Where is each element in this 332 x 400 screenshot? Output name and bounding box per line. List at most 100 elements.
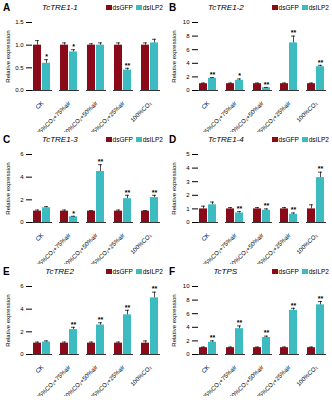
html-text:dsGFP: dsGFP — [278, 3, 299, 11]
svg-text:0: 0 — [186, 351, 190, 357]
svg-text:5: 5 — [186, 151, 190, 157]
svg-text:6: 6 — [20, 151, 24, 157]
svg-text:100%CO₂: 100%CO₂ — [129, 100, 153, 124]
html-text:dsILP2: dsILP2 — [142, 267, 163, 275]
svg-text:Relative expression: Relative expression — [171, 162, 177, 214]
svg-text:Relative expression: Relative expression — [5, 30, 11, 82]
svg-text:0.5: 0.5 — [15, 65, 24, 71]
svg-text:**: ** — [152, 285, 158, 292]
svg-text:CK: CK — [200, 232, 210, 242]
html-text:dsGFP: dsGFP — [112, 267, 133, 275]
svg-text:Relative expression: Relative expression — [171, 294, 177, 346]
svg-text:CK: CK — [200, 100, 210, 110]
svg-text:**: ** — [291, 29, 297, 36]
svg-text:**: ** — [71, 321, 77, 328]
svg-text:100%CO₂: 100%CO₂ — [129, 232, 153, 256]
svg-text:CK: CK — [200, 364, 210, 374]
svg-text:2: 2 — [186, 74, 190, 80]
html-text:TcTPS: TcTPS — [213, 266, 238, 276]
html-text:TcTRE2: TcTRE2 — [45, 266, 74, 276]
svg-text:Relative expression: Relative expression — [171, 30, 177, 82]
svg-text:75%CO₂+25%air: 75%CO₂+25%air — [89, 364, 125, 396]
svg-text:*: * — [72, 43, 75, 50]
svg-text:Relative expression: Relative expression — [5, 294, 11, 346]
svg-text:CK: CK — [34, 232, 44, 242]
svg-text:75%CO₂+25%air: 75%CO₂+25%air — [89, 100, 125, 132]
svg-text:8: 8 — [186, 297, 190, 303]
svg-text:2: 2 — [186, 338, 190, 344]
svg-text:**: ** — [318, 165, 324, 172]
svg-text:0.0: 0.0 — [15, 87, 24, 93]
html-text:TcTRE1-3: TcTRE1-3 — [42, 134, 78, 144]
svg-text:Relative expression: Relative expression — [5, 162, 11, 214]
svg-text:6: 6 — [186, 47, 190, 53]
svg-text:75%CO₂+25%air: 75%CO₂+25%air — [255, 100, 291, 132]
svg-text:**: ** — [264, 329, 270, 336]
svg-text:**: ** — [152, 189, 158, 196]
svg-text:**: ** — [210, 334, 216, 341]
svg-text:2: 2 — [20, 197, 24, 203]
svg-text:1: 1 — [186, 206, 190, 212]
svg-text:0: 0 — [20, 219, 24, 225]
svg-text:**: ** — [291, 302, 297, 309]
svg-text:*: * — [45, 53, 48, 60]
html-text:C: C — [3, 133, 11, 145]
html-text:dsGFP: dsGFP — [278, 135, 299, 143]
html-text:dsGFP: dsGFP — [112, 3, 133, 11]
svg-text:**: ** — [291, 206, 297, 213]
html-text:dsILP2: dsILP2 — [308, 3, 329, 11]
svg-text:**: ** — [237, 205, 243, 212]
svg-text:4: 4 — [186, 60, 190, 66]
html-text:A: A — [3, 1, 11, 13]
svg-text:75%CO₂+25%air: 75%CO₂+25%air — [255, 364, 291, 396]
svg-text:6: 6 — [20, 283, 24, 289]
svg-text:CK: CK — [34, 364, 44, 374]
svg-text:4: 4 — [186, 165, 190, 171]
svg-text:2: 2 — [20, 329, 24, 335]
svg-text:**: ** — [125, 189, 131, 196]
svg-text:100%CO₂: 100%CO₂ — [129, 364, 153, 388]
html-text:dsGFP: dsGFP — [112, 135, 133, 143]
svg-text:0: 0 — [186, 87, 190, 93]
svg-text:CK: CK — [34, 100, 44, 110]
html-text:dsILP2: dsILP2 — [142, 3, 163, 11]
svg-text:**: ** — [210, 71, 216, 78]
html-text:dsGFP: dsGFP — [278, 267, 299, 275]
svg-text:8: 8 — [186, 33, 190, 39]
svg-text:6: 6 — [186, 311, 190, 317]
svg-text:*: * — [238, 72, 241, 79]
svg-text:3: 3 — [186, 179, 190, 185]
svg-text:75%CO₂+25%air: 75%CO₂+25%air — [255, 232, 291, 264]
svg-text:**: ** — [98, 158, 104, 165]
svg-text:**: ** — [264, 202, 270, 209]
html-text:dsILP2: dsILP2 — [308, 135, 329, 143]
svg-text:2: 2 — [186, 192, 190, 198]
svg-text:0: 0 — [20, 351, 24, 357]
svg-text:10: 10 — [183, 19, 190, 25]
html-text:TcTRE1-1: TcTRE1-1 — [42, 2, 78, 12]
svg-text:**: ** — [125, 62, 131, 69]
svg-text:4: 4 — [20, 174, 24, 180]
svg-text:0: 0 — [186, 219, 190, 225]
svg-text:4: 4 — [20, 306, 24, 312]
svg-text:**: ** — [237, 319, 243, 326]
svg-text:75%CO₂+25%air: 75%CO₂+25%air — [89, 232, 125, 264]
svg-text:100%CO₂: 100%CO₂ — [295, 232, 319, 256]
html-text:TcTRE1-2: TcTRE1-2 — [208, 2, 244, 12]
svg-text:1.5: 1.5 — [15, 19, 24, 25]
svg-text:100%CO₂: 100%CO₂ — [295, 100, 319, 124]
svg-text:*: * — [72, 210, 75, 217]
svg-text:4: 4 — [186, 324, 190, 330]
svg-text:**: ** — [264, 81, 270, 88]
svg-text:**: ** — [98, 316, 104, 323]
svg-text:**: ** — [318, 295, 324, 302]
svg-text:100%CO₂: 100%CO₂ — [295, 364, 319, 388]
html-text:TcTRE1-4: TcTRE1-4 — [208, 134, 244, 144]
html-text:dsILP2: dsILP2 — [142, 135, 163, 143]
svg-text:10: 10 — [183, 283, 190, 289]
svg-text:1.0: 1.0 — [15, 42, 24, 48]
html-text:D: D — [169, 133, 177, 145]
svg-text:**: ** — [125, 304, 131, 311]
svg-text:**: ** — [318, 59, 324, 66]
html-text:B: B — [169, 1, 177, 13]
